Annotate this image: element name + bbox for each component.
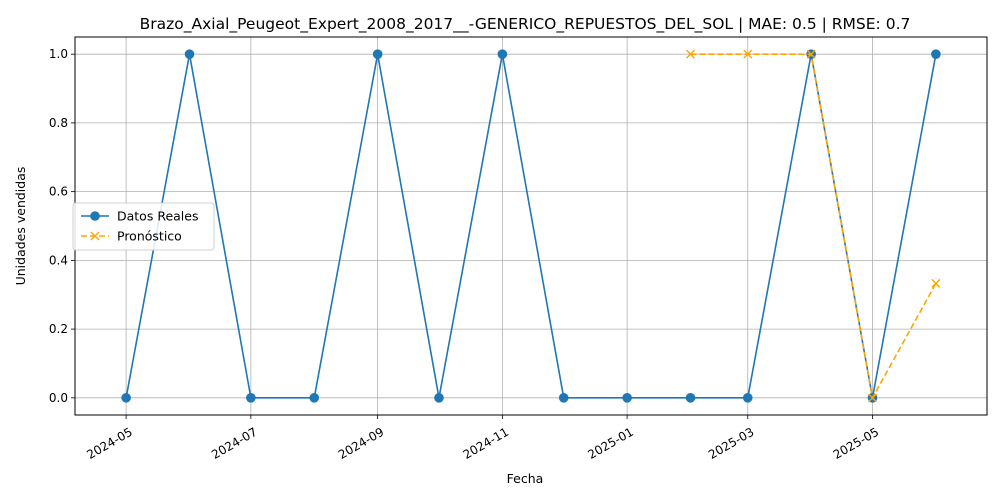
grid xyxy=(75,37,987,415)
series-line xyxy=(125,54,937,399)
legend-swatch-marker xyxy=(90,211,100,221)
legend-label: Datos Reales xyxy=(117,209,198,224)
y-tick-label: 0.4 xyxy=(49,253,68,267)
chart-title: Brazo_Axial_Peugeot_Expert_2008_2017__-G… xyxy=(140,15,911,34)
y-tick-label: 0.8 xyxy=(49,116,68,130)
data-point xyxy=(434,393,444,403)
plot-series xyxy=(121,49,941,403)
y-axis-label: Unidades vendidas xyxy=(13,167,28,286)
data-point xyxy=(867,393,877,403)
data-point xyxy=(931,278,941,288)
legend-label: Pronóstico xyxy=(117,229,182,244)
x-tick-label: 2024-07 xyxy=(209,425,259,462)
data-point xyxy=(184,49,195,59)
legend-box xyxy=(72,202,215,251)
series-line xyxy=(690,53,937,401)
x-tick-label: 2024-11 xyxy=(461,425,511,462)
data-point xyxy=(246,393,256,403)
series-forecast xyxy=(686,49,941,403)
data-point xyxy=(742,393,753,403)
series-actual xyxy=(121,49,941,403)
x-tick-label: 2024-09 xyxy=(336,425,386,462)
x-tick-label: 2025-05 xyxy=(831,425,881,462)
x-tick-label: 2025-03 xyxy=(706,425,756,462)
x-axis-label: Fecha xyxy=(507,471,544,486)
data-point xyxy=(309,393,320,403)
data-point xyxy=(372,49,383,59)
data-point xyxy=(931,49,941,59)
legend: Datos Reales Pronóstico xyxy=(72,202,215,251)
data-point xyxy=(685,393,696,403)
data-point xyxy=(686,49,695,59)
y-tick-label: 0.0 xyxy=(49,391,68,405)
data-point xyxy=(558,393,569,403)
y-tick-label: 0.6 xyxy=(49,185,68,199)
y-tick-label: 0.2 xyxy=(49,322,68,336)
data-point xyxy=(743,49,753,59)
data-point xyxy=(497,49,508,59)
x-tick-label: 2025-01 xyxy=(585,425,635,462)
data-point xyxy=(622,393,632,403)
x-tick-label: 2024-05 xyxy=(84,425,134,462)
y-tick-label: 1.0 xyxy=(49,47,68,61)
data-point xyxy=(121,393,131,403)
data-point xyxy=(806,49,816,59)
legend-swatch-marker xyxy=(90,231,100,241)
